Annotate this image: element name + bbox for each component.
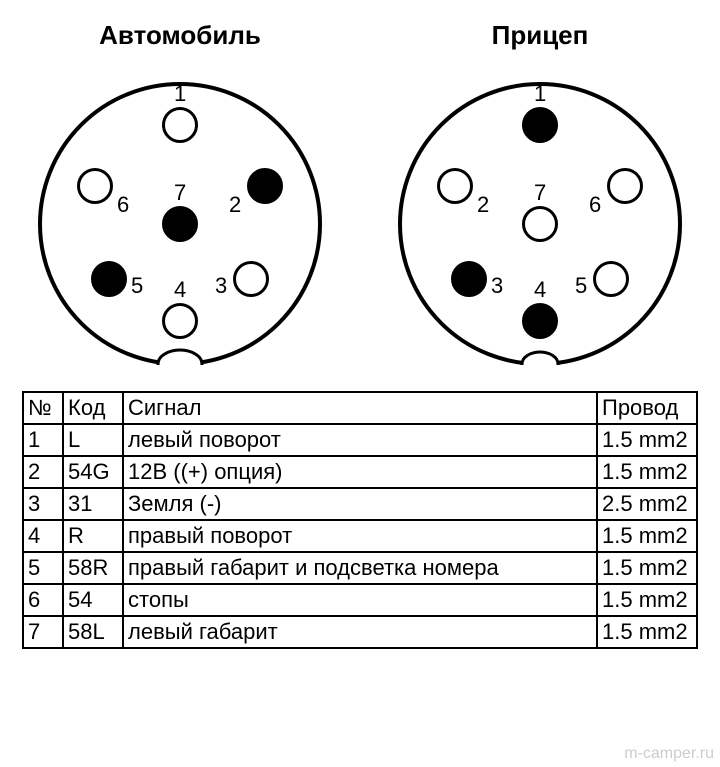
pin-3: [451, 261, 487, 297]
table-cell: 1.5 mm2: [597, 456, 697, 488]
table-cell: 6: [23, 584, 63, 616]
table-cell: левый габарит: [123, 616, 597, 648]
pin-label-7: 7: [534, 180, 546, 206]
pin-label-2: 2: [229, 192, 241, 218]
pin-5: [91, 261, 127, 297]
table-cell: 1.5 mm2: [597, 520, 697, 552]
pin-2: [437, 168, 473, 204]
pinout-table: № Код Сигнал Провод 1Lлевый поворот1.5 m…: [22, 391, 698, 649]
connector-diagrams: 1 2 3 4 5 6 7 1 2 3 4 5 6 7: [0, 61, 720, 371]
table-cell: 3: [23, 488, 63, 520]
pin-7: [162, 206, 198, 242]
table-cell: 2.5 mm2: [597, 488, 697, 520]
col-header-num: №: [23, 392, 63, 424]
table-row: 654стопы1.5 mm2: [23, 584, 697, 616]
pin-4: [522, 303, 558, 339]
connector-right: 1 2 3 4 5 6 7: [395, 61, 685, 371]
table-cell: Земля (-): [123, 488, 597, 520]
pin-label-6: 6: [117, 192, 129, 218]
pinout-table-wrap: № Код Сигнал Провод 1Lлевый поворот1.5 m…: [0, 391, 720, 649]
table-cell: 4: [23, 520, 63, 552]
connector-headers: Автомобиль Прицеп: [0, 0, 720, 51]
pin-label-7: 7: [174, 180, 186, 206]
table-row: 4Rправый поворот1.5 mm2: [23, 520, 697, 552]
col-header-code: Код: [63, 392, 123, 424]
table-cell: 58R: [63, 552, 123, 584]
table-cell: правый поворот: [123, 520, 597, 552]
table-row: 558Rправый габарит и подсветка номера1.5…: [23, 552, 697, 584]
table-header-row: № Код Сигнал Провод: [23, 392, 697, 424]
table-row: 254G12В ((+) опция)1.5 mm2: [23, 456, 697, 488]
pin-6: [607, 168, 643, 204]
pin-4: [162, 303, 198, 339]
pin-label-2: 2: [477, 192, 489, 218]
table-cell: 1: [23, 424, 63, 456]
table-cell: 5: [23, 552, 63, 584]
table-cell: 54: [63, 584, 123, 616]
connector-right-wrap: 1 2 3 4 5 6 7: [360, 61, 720, 371]
table-cell: 7: [23, 616, 63, 648]
table-row: 1Lлевый поворот1.5 mm2: [23, 424, 697, 456]
table-cell: 1.5 mm2: [597, 616, 697, 648]
watermark: m-camper.ru: [624, 745, 714, 763]
table-cell: 54G: [63, 456, 123, 488]
pin-6: [77, 168, 113, 204]
pin-label-6: 6: [589, 192, 601, 218]
pin-7: [522, 206, 558, 242]
pin-label-5: 5: [131, 273, 143, 299]
pin-label-1: 1: [534, 81, 546, 107]
table-cell: стопы: [123, 584, 597, 616]
table-row: 758Lлевый габарит1.5 mm2: [23, 616, 697, 648]
pin-1: [522, 107, 558, 143]
pin-label-3: 3: [491, 273, 503, 299]
table-body: 1Lлевый поворот1.5 mm2254G12В ((+) опция…: [23, 424, 697, 648]
table-cell: R: [63, 520, 123, 552]
col-header-wire: Провод: [597, 392, 697, 424]
pin-label-1: 1: [174, 81, 186, 107]
pin-5: [593, 261, 629, 297]
table-cell: 2: [23, 456, 63, 488]
table-cell: 12В ((+) опция): [123, 456, 597, 488]
pin-label-5: 5: [575, 273, 587, 299]
header-left: Автомобиль: [0, 20, 360, 51]
pin-1: [162, 107, 198, 143]
pin-3: [233, 261, 269, 297]
connector-left: 1 2 3 4 5 6 7: [35, 61, 325, 371]
table-cell: правый габарит и подсветка номера: [123, 552, 597, 584]
table-cell: L: [63, 424, 123, 456]
table-cell: 1.5 mm2: [597, 584, 697, 616]
pin-label-4: 4: [534, 277, 546, 303]
table-row: 331Земля (-)2.5 mm2: [23, 488, 697, 520]
col-header-signal: Сигнал: [123, 392, 597, 424]
table-cell: 1.5 mm2: [597, 424, 697, 456]
pin-2: [247, 168, 283, 204]
table-cell: левый поворот: [123, 424, 597, 456]
header-right: Прицеп: [360, 20, 720, 51]
table-cell: 1.5 mm2: [597, 552, 697, 584]
connector-left-wrap: 1 2 3 4 5 6 7: [0, 61, 360, 371]
pin-label-3: 3: [215, 273, 227, 299]
pin-label-4: 4: [174, 277, 186, 303]
table-cell: 58L: [63, 616, 123, 648]
table-cell: 31: [63, 488, 123, 520]
